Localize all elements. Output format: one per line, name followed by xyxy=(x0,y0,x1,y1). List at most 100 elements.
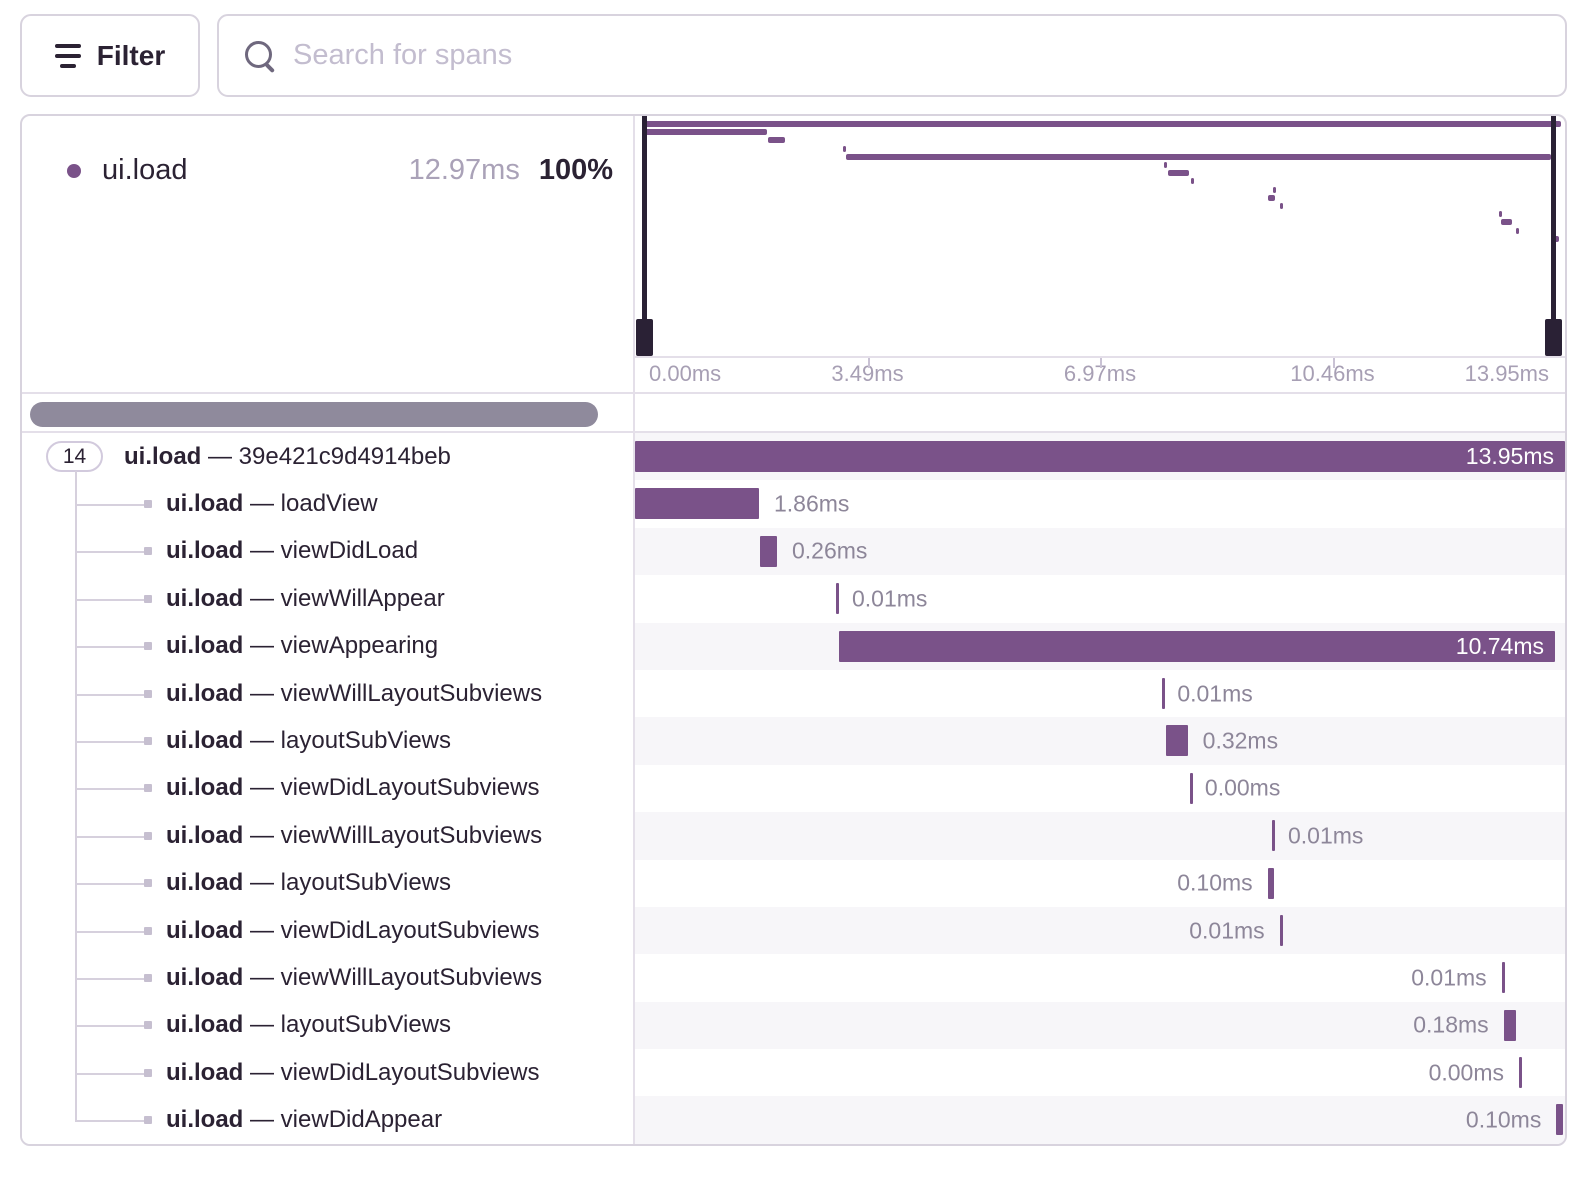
span-duration-label: 0.18ms xyxy=(1413,1011,1489,1038)
span-duration-bar: 13.95ms xyxy=(635,441,1565,472)
span-children-count-badge[interactable]: 14 xyxy=(46,441,103,473)
tree-branch-line xyxy=(75,1072,147,1075)
span-waterfall: 14 ui.load — 39e421c9d4914beb 13.95ms ui.lo… xyxy=(22,433,1565,1144)
span-duration-label: 0.01ms xyxy=(1189,917,1265,944)
span-duration-bar xyxy=(759,535,777,567)
span-bar-cell: 10.74ms xyxy=(635,622,1565,670)
span-duration-bar xyxy=(1279,914,1283,946)
minimap-span-bar xyxy=(1191,178,1195,185)
span-duration-label: 0.10ms xyxy=(1465,1106,1542,1133)
axis-tick-label: 13.95ms xyxy=(1464,361,1549,386)
span-row[interactable]: ui.load — viewDidLoad 0.26ms xyxy=(22,527,1565,576)
toolbar: Filter xyxy=(20,14,1567,97)
span-duration-bar xyxy=(1267,867,1275,899)
tree-branch-line xyxy=(75,646,147,649)
span-row[interactable]: ui.load — viewWillAppear 0.01ms xyxy=(22,575,1565,623)
span-bar-cell: 0.26ms xyxy=(635,527,1565,576)
tree-branch-line xyxy=(75,883,147,886)
span-title: ui.load — layoutSubViews xyxy=(166,727,452,755)
tree-branch-node xyxy=(144,926,152,935)
trace-minimap[interactable] xyxy=(635,116,1565,356)
span-title: ui.load — viewWillLayoutSubviews xyxy=(166,821,543,849)
trace-panel: ui.load 12.97ms 100% 0.00ms 3.49ms 6.97ms 1… xyxy=(20,114,1567,1146)
tree-branch-node xyxy=(144,594,152,603)
tree-branch-line xyxy=(75,835,147,838)
minimap-span-bar xyxy=(645,129,768,136)
span-duration-bar: 10.74ms xyxy=(839,630,1555,662)
span-bar-cell: 0.01ms xyxy=(635,954,1565,1002)
span-tree-cell: ui.load — viewWillLayoutSubviews xyxy=(22,954,635,1002)
minimap-span-bar xyxy=(767,137,785,144)
tree-branch-line xyxy=(75,551,147,554)
span-row[interactable]: ui.load — viewDidLayoutSubviews 0.00ms xyxy=(22,764,1565,813)
axis-tick-mark xyxy=(1100,358,1102,368)
span-duration-bar xyxy=(1161,677,1165,709)
span-duration-bar xyxy=(1501,962,1505,994)
span-duration-bar xyxy=(1503,1009,1516,1041)
span-row[interactable]: 14 ui.load — 39e421c9d4914beb 13.95ms xyxy=(22,433,1565,481)
search-icon xyxy=(245,40,275,71)
span-tree-cell: ui.load — layoutSubViews xyxy=(22,859,635,907)
span-duration-bar xyxy=(836,583,840,615)
tree-branch-node xyxy=(144,500,152,509)
filter-button[interactable]: Filter xyxy=(20,14,200,97)
span-bar-cell: 0.32ms xyxy=(635,717,1565,765)
tree-scrollbar-thumb[interactable] xyxy=(30,402,598,427)
scrollbar-row-spacer xyxy=(635,394,1565,431)
span-row[interactable]: ui.load — viewDidAppear 0.10ms xyxy=(22,1096,1565,1144)
span-duration-bar xyxy=(1519,1057,1522,1089)
ops-breakdown: ui.load 12.97ms 100% xyxy=(22,116,635,392)
span-title: ui.load — layoutSubViews xyxy=(166,1011,452,1039)
span-duration-bar xyxy=(1166,725,1188,757)
scrollbar-row xyxy=(22,392,1565,433)
tree-branch-node xyxy=(144,1116,152,1125)
span-bar-cell: 1.86ms xyxy=(635,480,1565,528)
span-duration-label: 10.74ms xyxy=(1455,632,1544,659)
span-title: ui.load — viewWillLayoutSubviews xyxy=(166,963,543,991)
span-row[interactable]: ui.load — viewWillLayoutSubviews 0.01ms xyxy=(22,812,1565,860)
span-row[interactable]: ui.load — viewDidLayoutSubviews 0.00ms xyxy=(22,1049,1565,1097)
span-duration-label: 0.00ms xyxy=(1204,774,1281,801)
span-title: ui.load — loadView xyxy=(166,490,378,518)
minimap-section: 0.00ms 3.49ms 6.97ms 10.46ms 13.95ms xyxy=(635,116,1565,392)
tree-branch-line xyxy=(75,741,147,744)
span-bar-cell: 0.00ms xyxy=(635,764,1565,813)
minimap-left-handle[interactable] xyxy=(636,116,653,356)
op-duration: 12.97ms xyxy=(408,154,520,186)
tree-branch-node xyxy=(144,879,152,888)
minimap-right-handle[interactable] xyxy=(1545,116,1562,356)
search-input[interactable] xyxy=(293,39,1539,72)
minimap-span-bar xyxy=(1500,219,1513,226)
tree-branch-node xyxy=(144,973,152,982)
span-row[interactable]: ui.load — viewDidLayoutSubviews 0.01ms xyxy=(22,906,1565,955)
span-row[interactable]: ui.load — viewWillLayoutSubviews 0.01ms xyxy=(22,954,1565,1002)
span-duration-bar xyxy=(1189,772,1193,804)
span-row[interactable]: ui.load — layoutSubViews 0.32ms xyxy=(22,717,1565,765)
panel-header: ui.load 12.97ms 100% 0.00ms 3.49ms 6.97ms 1… xyxy=(22,116,1565,392)
tree-branch-line xyxy=(75,504,147,507)
span-title: ui.load — viewDidAppear xyxy=(166,1106,443,1134)
span-row[interactable]: ui.load — loadView 1.86ms xyxy=(22,480,1565,528)
span-title: ui.load — viewDidLayoutSubviews xyxy=(166,916,540,944)
span-bar-cell: 0.10ms xyxy=(635,1096,1565,1144)
tree-branch-node xyxy=(144,689,152,698)
op-percent: 100% xyxy=(538,154,613,186)
filter-button-label: Filter xyxy=(96,39,166,71)
span-title: ui.load — viewDidLayoutSubviews xyxy=(166,774,540,802)
span-tree-cell: ui.load — viewDidLoad xyxy=(22,527,635,576)
tree-branch-line xyxy=(75,693,147,696)
span-row[interactable]: ui.load — layoutSubViews 0.10ms xyxy=(22,859,1565,907)
span-tree-cell: ui.load — viewWillLayoutSubviews xyxy=(22,669,635,718)
minimap-span-bar xyxy=(1268,194,1275,201)
span-tree-cell: ui.load — viewWillLayoutSubviews xyxy=(22,812,635,860)
span-duration-bar xyxy=(1556,1104,1563,1136)
span-tree-cell: ui.load — viewWillAppear xyxy=(22,575,635,623)
span-row[interactable]: ui.load — viewWillLayoutSubviews 0.01ms xyxy=(22,669,1565,718)
span-title: ui.load — viewWillLayoutSubviews xyxy=(166,679,543,707)
span-duration-label: 0.01ms xyxy=(1411,964,1487,991)
span-row[interactable]: ui.load — layoutSubViews 0.18ms xyxy=(22,1001,1565,1050)
time-axis: 0.00ms 3.49ms 6.97ms 10.46ms 13.95ms xyxy=(635,356,1565,390)
span-bar-cell: 0.00ms xyxy=(635,1049,1565,1097)
tree-branch-node xyxy=(144,1068,152,1077)
span-row[interactable]: ui.load — viewAppearing 10.74ms xyxy=(22,622,1565,670)
